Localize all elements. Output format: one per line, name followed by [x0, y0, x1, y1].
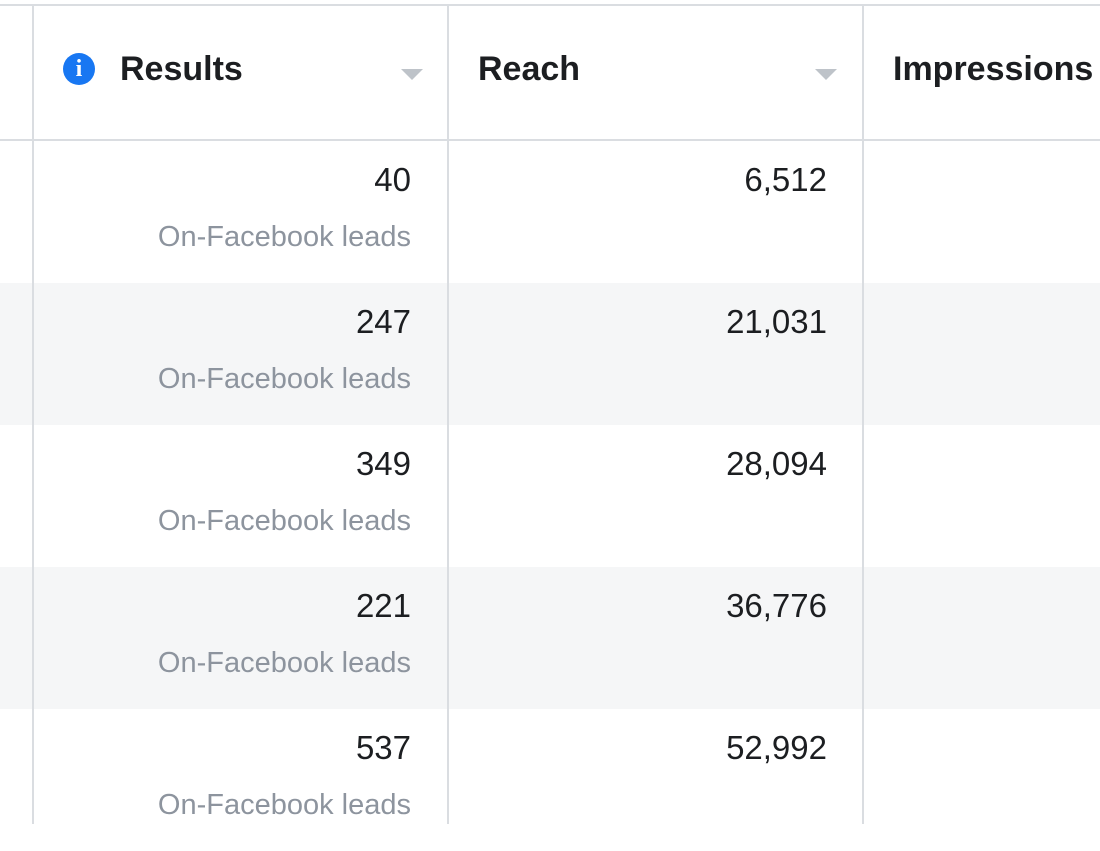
table-row: 40 On-Facebook leads 6,512	[0, 141, 1100, 283]
header-border	[0, 139, 1100, 141]
column-header[interactable]: Results	[120, 50, 243, 88]
results-value: 221	[355, 587, 411, 624]
results-value: 537	[355, 729, 411, 766]
reach-value: 21,031	[726, 303, 827, 340]
reach-value: 6,512	[744, 161, 827, 198]
reach-value: 52,992	[726, 729, 827, 766]
sort-caret[interactable]	[815, 69, 837, 80]
result-type: On-Facebook leads	[157, 221, 411, 253]
column-divider	[447, 5, 449, 824]
column-divider	[32, 5, 34, 824]
results-value: 40	[374, 161, 411, 198]
result-type: On-Facebook leads	[157, 789, 411, 821]
sort-caret[interactable]	[401, 69, 423, 80]
info-icon[interactable]: i	[63, 53, 95, 85]
table-row: 247 On-Facebook leads 21,031	[0, 283, 1100, 425]
table-row: 537 On-Facebook leads 52,992	[0, 709, 1100, 851]
result-type: On-Facebook leads	[157, 505, 411, 537]
results-value: 247	[355, 303, 411, 340]
top-border	[0, 4, 1100, 6]
column-divider	[862, 5, 864, 824]
table-row: 349 On-Facebook leads 28,094	[0, 425, 1100, 567]
results-value: 349	[355, 445, 411, 482]
result-type: On-Facebook leads	[157, 647, 411, 679]
column-header[interactable]: Impressions	[893, 50, 1094, 88]
column-header[interactable]: Reach	[478, 50, 581, 88]
ads-table: 40 On-Facebook leads 6,512 247 On-Facebook l…	[0, 4, 1100, 824]
reach-value: 28,094	[726, 445, 827, 482]
result-type: On-Facebook leads	[157, 363, 411, 395]
reach-value: 36,776	[726, 587, 827, 624]
table-row: 221 On-Facebook leads 36,776	[0, 567, 1100, 709]
